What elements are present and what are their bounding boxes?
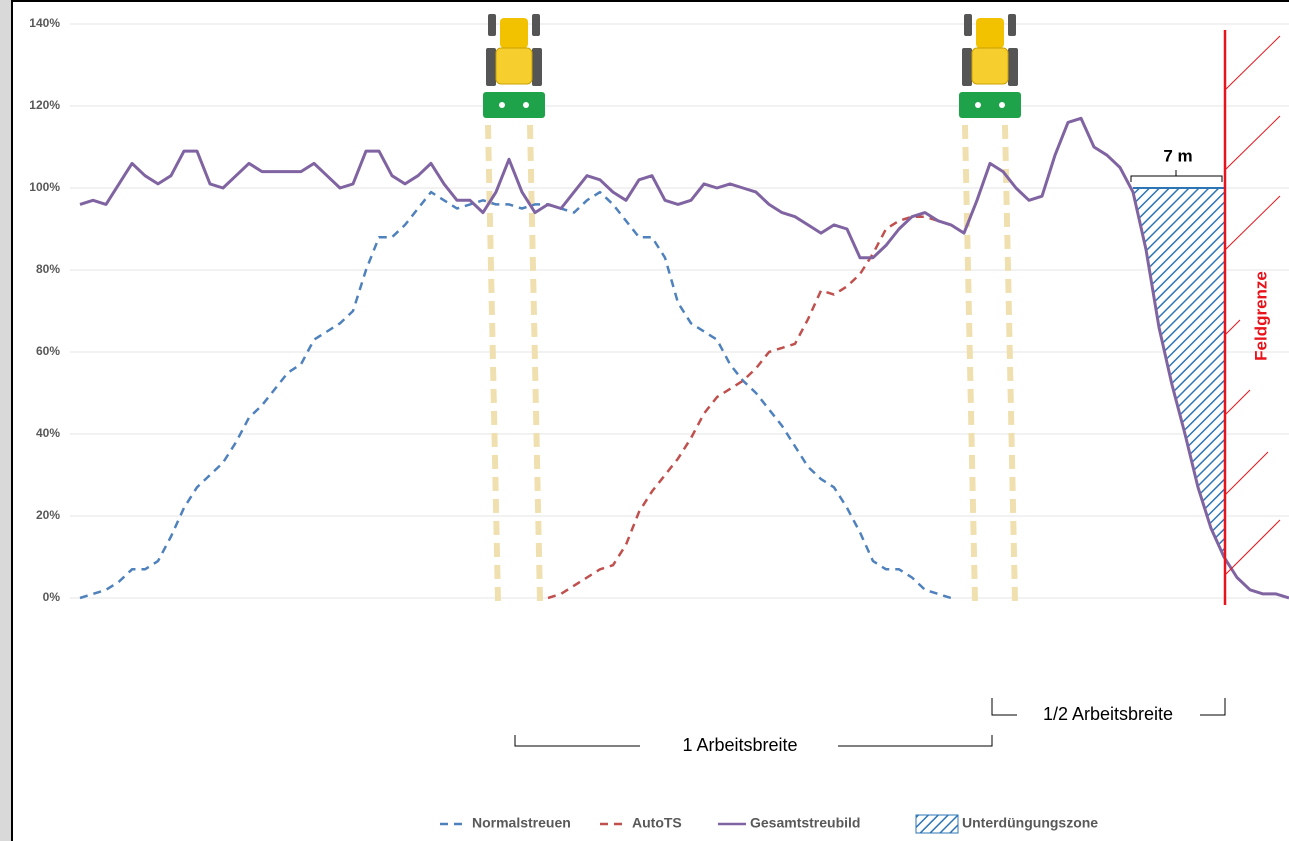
- width-label: 1 Arbeitsbreite: [682, 735, 797, 755]
- legend-label: Normalstreuen: [472, 815, 571, 831]
- legend-label: Unterdüngungszone: [962, 815, 1098, 831]
- chart: 0% 20% 40% 60% 80% 100% 120% 140% Feldgrenze 7 …: [0, 0, 1289, 841]
- y-tick-label: 100%: [29, 180, 60, 194]
- tractor-icon: [483, 14, 545, 118]
- legend-label: Gesamtstreubild: [750, 815, 860, 831]
- zone-area: [1133, 188, 1224, 557]
- wheel-tracks: [488, 125, 1015, 602]
- series-line: [548, 217, 964, 598]
- y-tick-label: 60%: [36, 344, 60, 358]
- half-width-label: 1/2 Arbeitsbreite: [1043, 704, 1173, 724]
- y-tick-label: 0%: [43, 590, 61, 604]
- tractor-icon: [959, 14, 1021, 118]
- page: {"chart_data":{"type":"line","ylim":[0,1…: [0, 0, 1289, 841]
- y-tick-label: 20%: [36, 508, 60, 522]
- legend-swatch: [916, 815, 958, 833]
- legend-label: AutoTS: [632, 815, 682, 831]
- gap-label: 7 m: [1163, 146, 1192, 165]
- y-tick-label: 80%: [36, 262, 60, 276]
- boundary-label: Feldgrenze: [1251, 271, 1270, 361]
- y-tick-label: 40%: [36, 426, 60, 440]
- y-tick-label: 120%: [29, 98, 60, 112]
- series-line: [80, 192, 951, 598]
- y-tick-label: 140%: [29, 16, 60, 30]
- side-strip: [0, 0, 12, 841]
- gap-bracket: [1131, 170, 1222, 182]
- series-line: [80, 118, 1289, 598]
